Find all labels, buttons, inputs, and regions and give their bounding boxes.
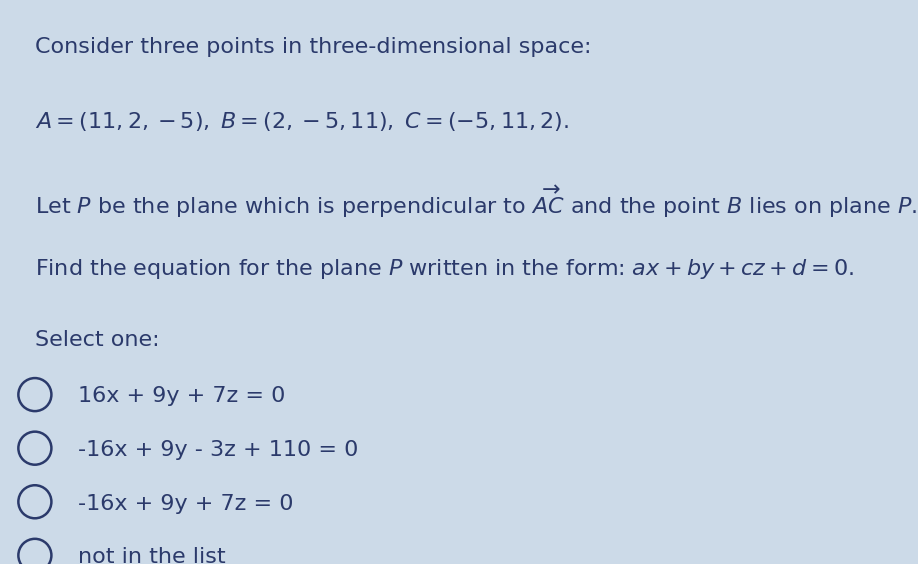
Text: Consider three points in three-dimensional space:: Consider three points in three-dimension… bbox=[35, 37, 591, 56]
Text: Select one:: Select one: bbox=[35, 330, 160, 350]
Text: -16x + 9y + 7z = 0: -16x + 9y + 7z = 0 bbox=[78, 494, 294, 513]
Text: 16x + 9y + 7z = 0: 16x + 9y + 7z = 0 bbox=[78, 386, 285, 406]
Text: Let $P$ be the plane which is perpendicular to $\overrightarrow{AC}$ and the poi: Let $P$ be the plane which is perpendicu… bbox=[35, 183, 917, 219]
Text: $A = (11, 2, -5),\; B = (2, -5, 11),\; C = (-5, 11, 2).$: $A = (11, 2, -5),\; B = (2, -5, 11),\; C… bbox=[35, 110, 569, 133]
Text: Find the equation for the plane $P$ written in the form: $ax + by + cz + d = 0$.: Find the equation for the plane $P$ writ… bbox=[35, 257, 854, 281]
Text: -16x + 9y - 3z + 110 = 0: -16x + 9y - 3z + 110 = 0 bbox=[78, 440, 358, 460]
Text: not in the list: not in the list bbox=[78, 547, 226, 564]
